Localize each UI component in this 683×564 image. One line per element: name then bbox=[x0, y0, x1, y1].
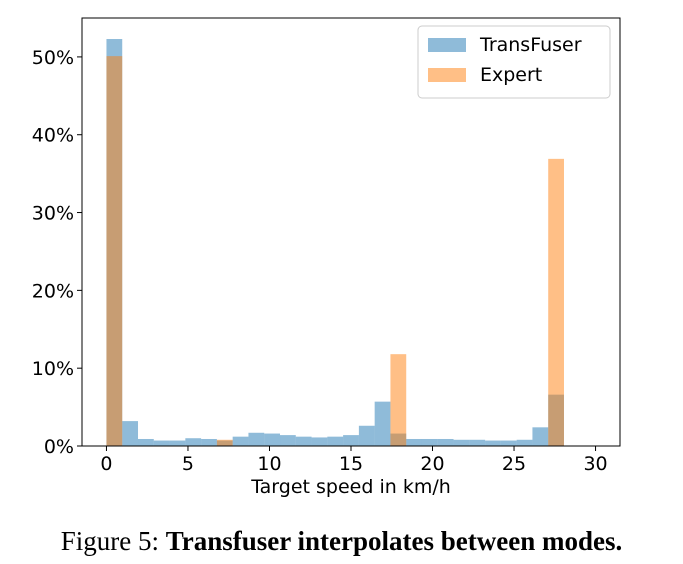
ticks-layer: 0 5 10 15 20 25 30 0% 10% 20% 30% 40% 50% bbox=[32, 47, 608, 475]
legend-swatch-transfuser bbox=[428, 38, 466, 52]
legend-label-transfuser: TransFuser bbox=[479, 34, 582, 56]
bar-transfuser-26 bbox=[516, 439, 533, 446]
x-tick-label: 25 bbox=[502, 453, 526, 475]
bar-transfuser-25 bbox=[500, 440, 517, 446]
figure-caption: Figure 5: Transfuser interpolates betwee… bbox=[0, 526, 683, 557]
x-tick-label: 0 bbox=[100, 453, 112, 475]
y-tick-label: 50% bbox=[32, 47, 74, 69]
x-tick-label: 15 bbox=[339, 453, 363, 475]
bar-transfuser-3 bbox=[153, 440, 170, 446]
y-tick-label: 0% bbox=[44, 436, 74, 458]
legend: TransFuser Expert bbox=[417, 25, 611, 99]
bar-transfuser-1 bbox=[122, 421, 139, 446]
y-tick-label: 20% bbox=[32, 280, 74, 302]
bar-transfuser-23 bbox=[469, 439, 486, 446]
bar-transfuser-24 bbox=[485, 440, 501, 446]
bar-transfuser-14 bbox=[327, 436, 344, 446]
bar-expert-7 bbox=[216, 439, 233, 446]
x-axis-label: Target speed in km/h bbox=[250, 476, 451, 498]
caption-title: Transfuser interpolates between modes. bbox=[165, 526, 623, 556]
bar-transfuser-15 bbox=[343, 435, 359, 446]
plot-frame bbox=[81, 17, 621, 447]
bar-expert-18 bbox=[390, 354, 407, 446]
bar-transfuser-8 bbox=[232, 436, 249, 446]
legend-swatch-expert bbox=[428, 68, 466, 82]
bar-transfuser-27 bbox=[532, 427, 549, 446]
bar-transfuser-20 bbox=[421, 438, 438, 446]
bar-transfuser-19 bbox=[406, 438, 422, 446]
bar-transfuser-17 bbox=[374, 401, 391, 446]
x-tick-label: 20 bbox=[420, 453, 444, 475]
bar-transfuser-4 bbox=[169, 440, 186, 446]
legend-label-expert: Expert bbox=[480, 64, 542, 86]
bars-layer bbox=[106, 39, 564, 447]
bar-expert-28 bbox=[548, 158, 564, 447]
bar-transfuser-10 bbox=[264, 433, 281, 446]
y-tick-label: 30% bbox=[32, 203, 74, 225]
bar-transfuser-13 bbox=[311, 437, 328, 446]
y-tick-label: 40% bbox=[32, 125, 74, 147]
y-tick-label: 10% bbox=[32, 358, 74, 380]
histogram-chart: 0 5 10 15 20 25 30 0% 10% 20% 30% 40% 50% Target spe… bbox=[32, 17, 621, 498]
x-tick-label: 30 bbox=[583, 453, 607, 475]
caption-prefix: Figure 5: bbox=[60, 526, 166, 556]
x-tick-label: 5 bbox=[182, 453, 194, 475]
bar-transfuser-6 bbox=[201, 438, 217, 446]
bar-transfuser-2 bbox=[138, 438, 154, 446]
bar-transfuser-11 bbox=[280, 435, 296, 446]
bar-transfuser-21 bbox=[437, 438, 454, 446]
bar-expert-0 bbox=[106, 56, 123, 446]
bar-transfuser-16 bbox=[358, 425, 375, 446]
x-tick-label: 10 bbox=[257, 453, 281, 475]
bar-transfuser-5 bbox=[185, 438, 202, 446]
bar-transfuser-22 bbox=[453, 439, 470, 446]
bar-transfuser-12 bbox=[295, 436, 312, 446]
bar-transfuser-9 bbox=[248, 432, 265, 446]
